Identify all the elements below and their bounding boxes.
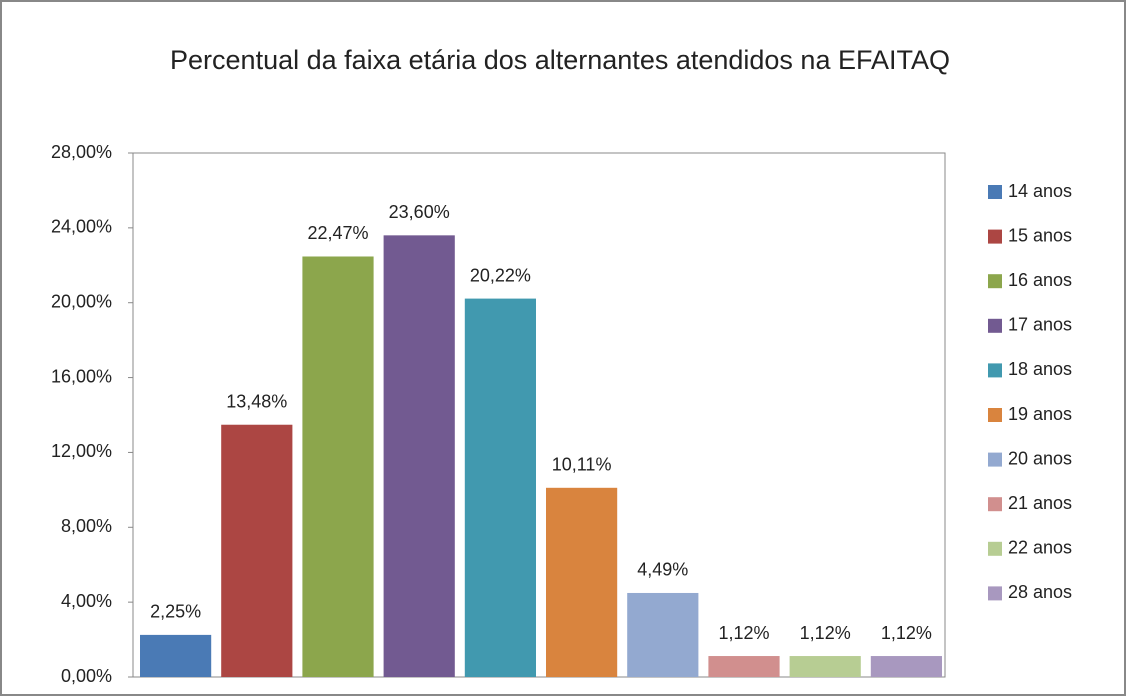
bar [546, 487, 618, 677]
bar [789, 656, 861, 677]
bar [140, 634, 212, 677]
data-label: 1,12% [718, 623, 769, 643]
legend-label: 28 anos [1008, 582, 1072, 602]
legend-label: 22 anos [1008, 538, 1072, 558]
data-label: 23,60% [389, 202, 450, 222]
legend-swatch [988, 274, 1002, 289]
legend-label: 18 anos [1008, 359, 1072, 379]
legend-label: 15 anos [1008, 225, 1072, 245]
legend-swatch [988, 586, 1002, 601]
legend-label: 19 anos [1008, 404, 1072, 424]
bar [221, 424, 293, 677]
y-tick-label: 0,00% [61, 666, 112, 686]
legend-swatch [988, 541, 1002, 556]
data-label: 22,47% [307, 223, 368, 243]
data-label: 1,12% [800, 623, 851, 643]
y-tick-label: 8,00% [61, 516, 112, 536]
legend-swatch [988, 408, 1002, 422]
data-label: 1,12% [881, 623, 932, 643]
data-label: 2,25% [150, 602, 201, 622]
y-tick-label: 4,00% [61, 591, 112, 611]
plot-area [132, 152, 946, 678]
legend-swatch [988, 229, 1002, 244]
y-tick-label: 16,00% [51, 366, 112, 386]
legend-label: 21 anos [1008, 493, 1072, 513]
bar [708, 656, 780, 677]
bar [464, 298, 536, 677]
data-label: 20,22% [470, 265, 531, 285]
legend-label: 14 anos [1008, 181, 1072, 201]
legend-swatch [988, 452, 1002, 467]
data-label: 10,11% [552, 455, 612, 475]
bar [302, 256, 374, 677]
legend-label: 20 anos [1008, 448, 1072, 468]
bar [870, 656, 942, 677]
y-tick-label: 28,00% [51, 142, 112, 162]
legend-label: 16 anos [1008, 270, 1072, 290]
legend-swatch [988, 185, 1002, 199]
y-tick-label: 20,00% [51, 291, 112, 311]
y-tick-label: 12,00% [51, 441, 112, 461]
bar [627, 592, 699, 677]
bar [383, 235, 455, 678]
legend-swatch [988, 363, 1002, 378]
chart-title: Percentual da faixa etária dos alternant… [170, 45, 950, 75]
data-label: 4,49% [637, 560, 688, 580]
legend-swatch [988, 497, 1002, 512]
y-tick-label: 24,00% [51, 217, 112, 237]
legend-label: 17 anos [1008, 315, 1072, 335]
data-label: 13,48% [226, 391, 287, 411]
legend-swatch [988, 318, 1002, 333]
